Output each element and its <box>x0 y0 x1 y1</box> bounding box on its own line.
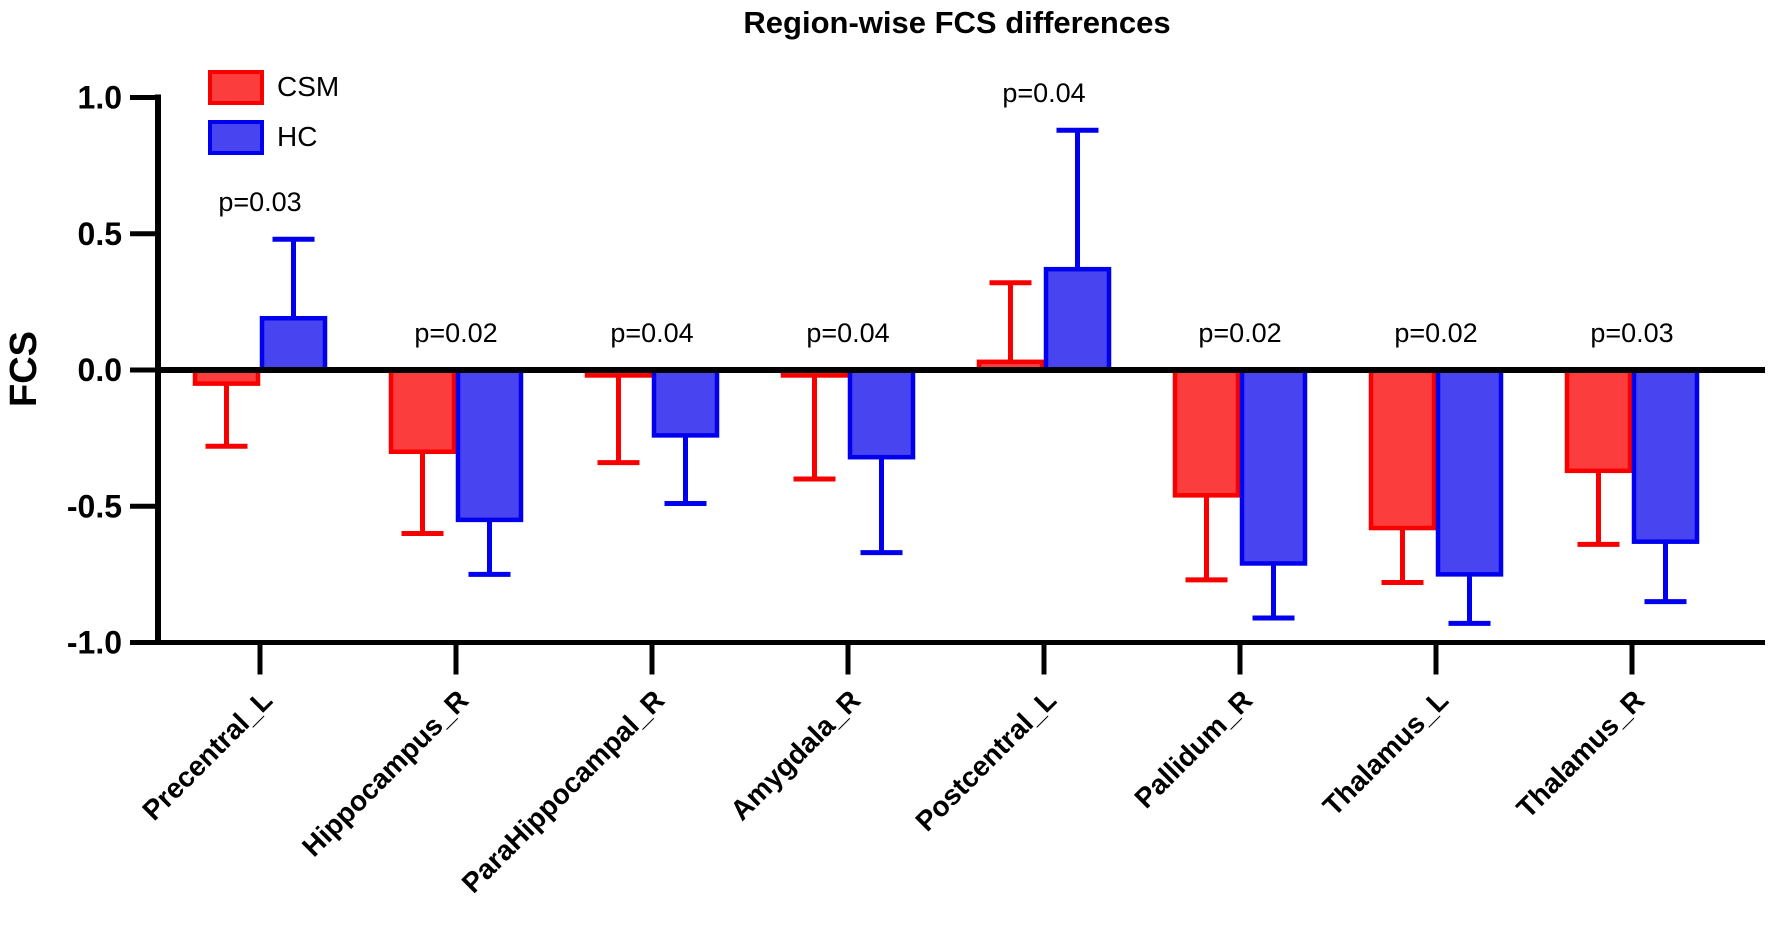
p-value-label: p=0.03 <box>1590 318 1673 348</box>
category-label-hippocampus_r: Hippocampus_R <box>296 684 474 862</box>
y-tick-label: -1.0 <box>67 625 122 661</box>
bar-hc-hippocampus_r <box>455 367 524 523</box>
y-axis-label: FCS <box>3 331 45 407</box>
legend-label-csm: CSM <box>277 71 339 102</box>
bar-hc-precentral_l <box>259 315 328 373</box>
bar-csm-thalamus_r <box>1564 367 1633 474</box>
y-tick-label: 0.0 <box>78 352 122 388</box>
p-value-label: p=0.02 <box>1394 318 1477 348</box>
bar-csm-pallidum_r <box>1172 367 1241 498</box>
bar-hc-parahippocampal_r <box>651 367 720 438</box>
bar-hc-pallidum_r <box>1239 367 1308 566</box>
y-tick-label: 1.0 <box>78 80 122 116</box>
category-label-amygdala_r: Amygdala_R <box>724 684 866 826</box>
legend-label-hc: HC <box>277 121 317 152</box>
p-value-label: p=0.04 <box>610 318 693 348</box>
category-label-parahippocampal_r: ParaHippocampal_R <box>456 684 670 898</box>
bar-hc-thalamus_l <box>1435 367 1504 577</box>
p-value-label: p=0.04 <box>1002 78 1085 108</box>
category-label-postcentral_l: Postcentral_L <box>909 684 1062 837</box>
category-label-thalamus_r: Thalamus_R <box>1511 684 1651 824</box>
bar-hc-postcentral_l <box>1043 266 1112 373</box>
y-tick-label: -0.5 <box>67 488 122 524</box>
p-value-label: p=0.02 <box>414 318 497 348</box>
p-value-label: p=0.03 <box>218 187 301 217</box>
p-value-label: p=0.04 <box>806 318 889 348</box>
bar-csm-hippocampus_r <box>388 367 457 454</box>
legend-swatch-hc <box>208 120 264 155</box>
y-tick-label: 0.5 <box>78 216 122 252</box>
legend: CSM HC <box>208 70 339 155</box>
legend-swatch-csm <box>208 70 264 105</box>
bar-csm-thalamus_l <box>1368 367 1437 531</box>
category-label-thalamus_l: Thalamus_L <box>1317 684 1454 821</box>
p-value-label: p=0.02 <box>1198 318 1281 348</box>
category-label-precentral_l: Precentral_L <box>136 684 278 826</box>
category-label-pallidum_r: Pallidum_R <box>1128 684 1258 814</box>
bar-hc-thalamus_r <box>1631 367 1700 544</box>
bar-hc-amygdala_r <box>847 367 916 460</box>
chart-title: Region-wise FCS differences <box>743 5 1170 40</box>
